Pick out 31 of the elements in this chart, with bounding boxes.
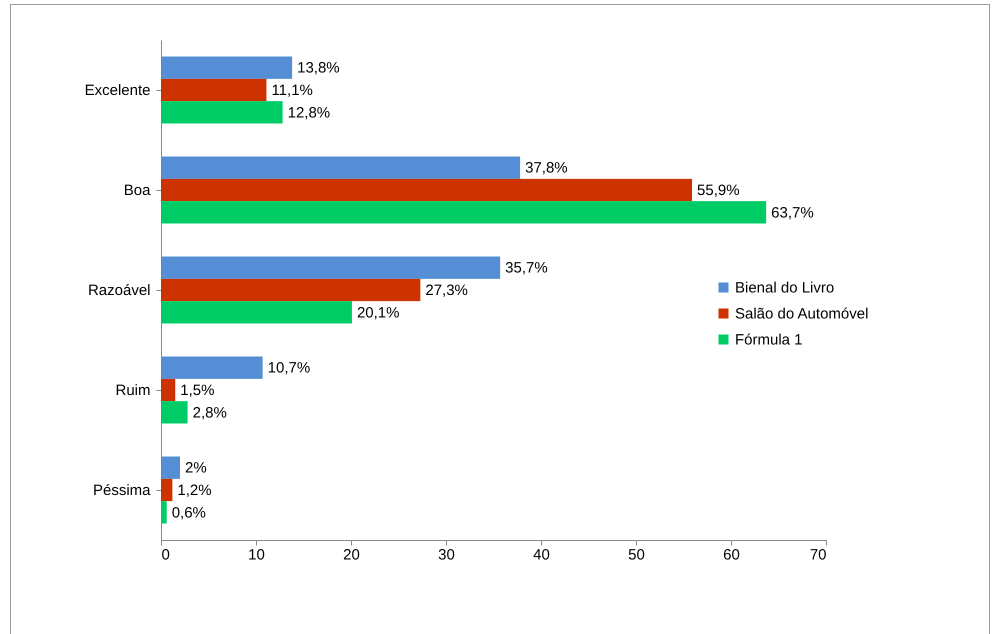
data-label: 0,6% bbox=[172, 504, 206, 522]
x-tick-label: 70 bbox=[810, 546, 826, 564]
x-tick-label: 20 bbox=[343, 546, 360, 564]
data-label: 2,8% bbox=[192, 404, 227, 422]
data-label: 37,8% bbox=[525, 160, 568, 177]
x-tick-label: 30 bbox=[438, 546, 455, 564]
data-label: 10,7% bbox=[268, 360, 310, 377]
x-tick-label: 10 bbox=[248, 546, 265, 564]
y-tick-label: Razoável bbox=[88, 282, 150, 299]
legend-label: Bienal do Livro bbox=[735, 280, 834, 296]
data-label: 12,8% bbox=[288, 104, 330, 122]
x-tick-label: 60 bbox=[723, 546, 740, 564]
legend-label: Fórmula 1 bbox=[735, 332, 803, 348]
data-label: 55,9% bbox=[697, 182, 740, 199]
data-label: 1,5% bbox=[180, 382, 214, 399]
x-tick-label: 40 bbox=[533, 546, 550, 564]
data-label: 13,8% bbox=[297, 60, 340, 77]
data-label: 2% bbox=[185, 460, 207, 477]
y-tick-label: Boa bbox=[124, 182, 152, 199]
x-tick-label: 50 bbox=[628, 546, 645, 564]
y-tick-label: Ruim bbox=[115, 382, 150, 399]
data-label: 35,7% bbox=[505, 260, 548, 277]
data-label: 27,3% bbox=[425, 282, 468, 299]
y-tick-label: Péssima bbox=[92, 482, 152, 499]
legend-label: Salão do Automóvel bbox=[735, 306, 868, 322]
x-tick-label: 0 bbox=[162, 546, 170, 564]
data-label: 20,1% bbox=[356, 304, 400, 322]
data-label: 1,2% bbox=[177, 482, 212, 499]
y-tick-label: Excelente bbox=[84, 82, 150, 99]
data-label: 63,7% bbox=[771, 204, 814, 222]
data-label: 11,1% bbox=[271, 82, 313, 99]
